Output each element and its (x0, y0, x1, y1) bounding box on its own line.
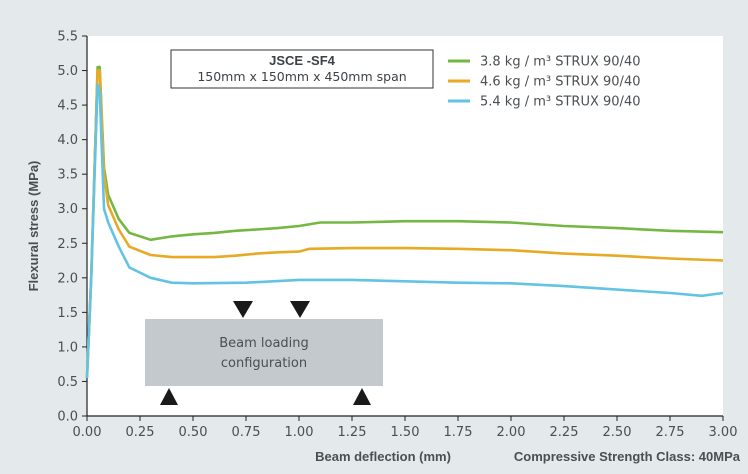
x-tick-label: 0.00 (73, 425, 102, 440)
x-tick-label: 1.75 (444, 425, 473, 440)
x-tick-label: 0.75 (232, 425, 261, 440)
info-box-subtitle: 150mm x 150mm x 450mm span (197, 69, 406, 84)
legend-label-2: 4.6 kg / m³ STRUX 90/40 (480, 75, 640, 90)
x-tick-label: 3.00 (709, 425, 738, 440)
x-tick-label: 1.25 (338, 425, 367, 440)
x-axis-ticks: 0.00 0.25 0.50 0.75 1.00 1.25 1.50 1.75 2.00 2.25… (73, 416, 738, 440)
support-right (353, 388, 371, 405)
y-tick-label: 1.5 (57, 306, 78, 321)
x-tick-label: 1.50 (391, 425, 420, 440)
y-axis-title: Flexural stress (MPa) (26, 161, 41, 292)
x-tick-label: 0.25 (126, 425, 155, 440)
y-tick-label: 2.0 (57, 271, 78, 286)
y-tick-label: 5.5 (57, 30, 78, 45)
legend: 3.8 kg / m³ STRUX 90/40 4.6 kg / m³ STRUX… (448, 55, 640, 110)
info-box-title: JSCE -SF4 (269, 53, 336, 68)
support-left (160, 388, 178, 405)
info-box: JSCE -SF4 150mm x 150mm x 450mm span (170, 49, 434, 89)
x-tick-label: 0.50 (179, 425, 208, 440)
x-tick-label: 2.75 (656, 425, 685, 440)
y-tick-label: 3.5 (57, 168, 78, 183)
beam-diagram: Beam loading configuration (145, 301, 383, 405)
info-box-frame (170, 49, 434, 89)
x-axis-title: Beam deflection (mm) (315, 449, 451, 464)
y-tick-label: 4.0 (57, 133, 78, 148)
y-tick-label: 2.5 (57, 237, 78, 252)
series-layer (85, 65, 724, 379)
legend-label-1: 3.8 kg / m³ STRUX 90/40 (480, 55, 640, 70)
beam-label-line1: Beam loading (219, 336, 309, 351)
x-tick-label: 2.25 (550, 425, 579, 440)
y-tick-label: 5.0 (57, 64, 78, 79)
y-tick-label: 0.5 (57, 375, 78, 390)
y-tick-label: 4.5 (57, 99, 78, 114)
footer-note: Compressive Strength Class: 40MPa (514, 449, 741, 464)
y-tick-label: 0.0 (57, 410, 78, 425)
x-tick-label: 2.00 (497, 425, 526, 440)
y-tick-label: 1.0 (57, 340, 78, 355)
x-tick-label: 2.50 (603, 425, 632, 440)
beam-label-line2: configuration (221, 356, 307, 371)
legend-label-3: 5.4 kg / m³ STRUX 90/40 (480, 95, 640, 110)
y-axis-ticks: 0.0 0.5 1.0 1.5 2.0 2.5 3.0 3.5 4.0 4.5 5.0 5.5 (57, 30, 87, 425)
beam-rect (145, 319, 383, 386)
load-point-right (290, 301, 310, 318)
series-line-3 (85, 83, 724, 379)
y-tick-label: 3.0 (57, 202, 78, 217)
load-point-left (233, 301, 253, 318)
x-tick-label: 1.00 (285, 425, 314, 440)
